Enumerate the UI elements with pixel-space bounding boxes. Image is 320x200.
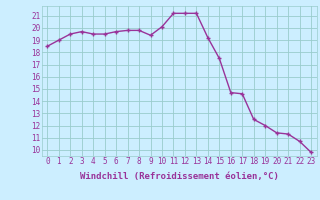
X-axis label: Windchill (Refroidissement éolien,°C): Windchill (Refroidissement éolien,°C) [80, 172, 279, 181]
